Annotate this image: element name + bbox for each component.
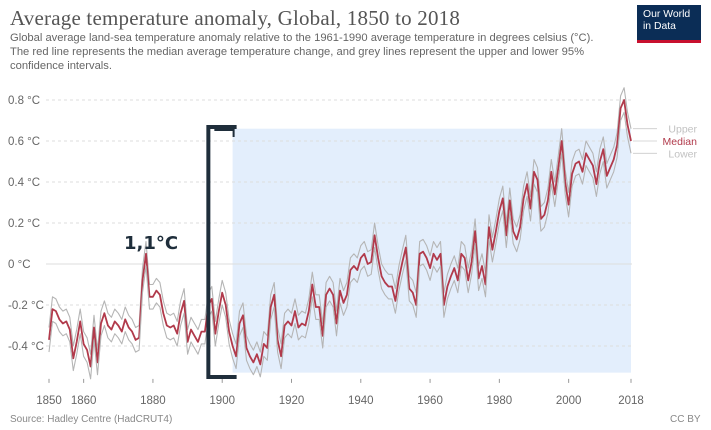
y-tick-label: -0.4 °C — [8, 341, 44, 353]
x-tick-label: 1860 — [71, 395, 97, 407]
series-line-lower — [48, 111, 632, 380]
annotation-label: 1,1°C — [124, 233, 178, 254]
y-tick-label: 0 °C — [8, 259, 31, 271]
legend-label-upper: Upper — [668, 124, 697, 136]
series-line-median — [48, 99, 632, 368]
x-tick-label: 2018 — [618, 395, 644, 407]
x-tick-label: 1940 — [348, 395, 374, 407]
series-line-upper — [48, 87, 632, 355]
bracket-left — [206, 125, 237, 379]
y-tick-label: 0.8 °C — [8, 95, 40, 107]
y-tick-label: 0.4 °C — [8, 177, 40, 189]
legend-label-lower: Lower — [668, 148, 697, 160]
x-tick-label: 1880 — [140, 395, 166, 407]
x-tick-label: 1920 — [279, 395, 305, 407]
legend-label-median: Median — [663, 136, 698, 148]
x-tick-label: 1850 — [36, 395, 62, 407]
source-note[interactable]: Source: Hadley Centre (HadCRUT4) — [10, 414, 173, 425]
owid-logo[interactable]: Our World in Data — [637, 5, 701, 43]
bracket-inner — [214, 129, 235, 137]
x-tick-label: 1960 — [417, 395, 443, 407]
y-tick-label: 0.2 °C — [8, 218, 40, 230]
x-tick-label: 2000 — [556, 395, 582, 407]
x-tick-label: 1900 — [209, 395, 235, 407]
logo-line-1: Our World — [643, 9, 691, 20]
x-tick-label: 1980 — [487, 395, 513, 407]
y-tick-label: -0.2 °C — [8, 300, 44, 312]
chart-title: Average temperature anomaly, Global, 185… — [10, 6, 461, 30]
license-label[interactable]: CC BY — [670, 414, 701, 425]
logo-line-2: in Data — [643, 21, 676, 32]
chart-subtitle: Global average land-sea temperature anom… — [10, 32, 594, 72]
y-tick-label: 0.6 °C — [8, 136, 40, 148]
